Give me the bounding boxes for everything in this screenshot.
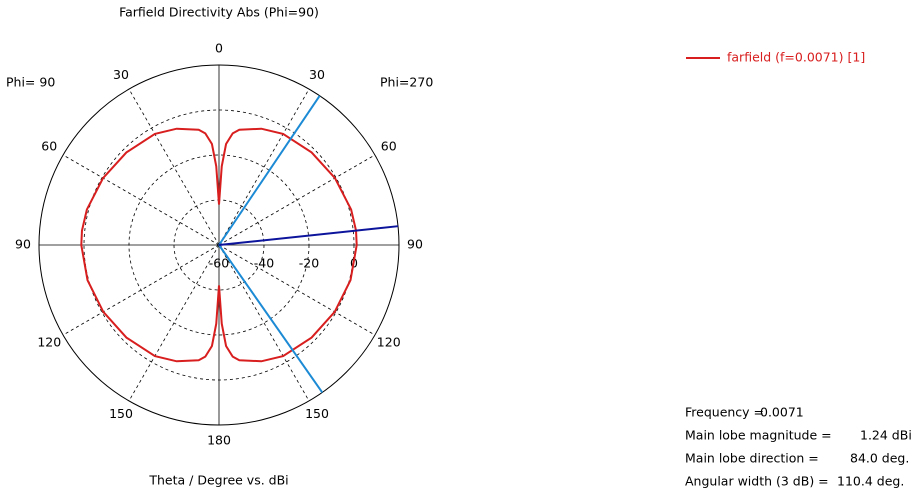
theta-tick-label: 120 bbox=[37, 335, 61, 350]
main-lobe-line bbox=[218, 225, 399, 246]
beam-edge-line bbox=[218, 244, 324, 394]
spoke bbox=[62, 244, 220, 336]
r-tick-label: -20 bbox=[299, 256, 319, 271]
info-value: 0.0071 bbox=[760, 405, 804, 420]
info-value: 84.0 deg. bbox=[850, 451, 909, 466]
theta-tick-label: 150 bbox=[109, 406, 133, 421]
theta-tick-label: 30 bbox=[309, 67, 325, 82]
theta-tick-label: 90 bbox=[407, 237, 423, 252]
phi-label: Phi=270 bbox=[380, 75, 433, 90]
info-label: Angular width (3 dB) = bbox=[685, 474, 829, 489]
legend-label: farfield (f=0.0071) [1] bbox=[727, 50, 865, 65]
phi-label: Phi= 90 bbox=[6, 75, 55, 90]
info-label: Main lobe magnitude = bbox=[685, 428, 832, 443]
chart-title: Farfield Directivity Abs (Phi=90) bbox=[119, 5, 319, 20]
spoke bbox=[218, 88, 310, 246]
theta-tick-label: 90 bbox=[15, 237, 31, 252]
info-value: 110.4 deg. bbox=[837, 474, 904, 489]
theta-tick-label: 30 bbox=[113, 67, 129, 82]
theta-tick-label: 60 bbox=[41, 139, 57, 154]
beam-edge-line bbox=[218, 95, 321, 246]
spoke bbox=[128, 244, 220, 402]
spoke bbox=[218, 154, 376, 246]
info-value: 1.24 dBi bbox=[860, 428, 912, 443]
theta-tick-label: 180 bbox=[207, 433, 231, 448]
axis-label: Theta / Degree vs. dBi bbox=[148, 473, 288, 488]
info-label: Main lobe direction = bbox=[685, 451, 819, 466]
r-tick-label: -40 bbox=[254, 256, 274, 271]
pattern-line bbox=[80, 127, 358, 363]
theta-tick-label: 60 bbox=[381, 139, 397, 154]
theta-tick-label: 150 bbox=[305, 406, 329, 421]
spoke bbox=[62, 154, 220, 246]
theta-tick-label: 0 bbox=[215, 41, 223, 56]
theta-tick-label: 120 bbox=[377, 335, 401, 350]
spoke bbox=[218, 244, 310, 402]
spoke bbox=[218, 244, 376, 336]
info-label: Frequency = bbox=[685, 405, 764, 420]
spoke bbox=[128, 88, 220, 246]
